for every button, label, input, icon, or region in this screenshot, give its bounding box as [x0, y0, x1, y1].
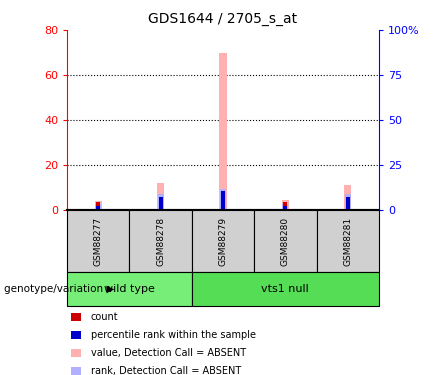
- Bar: [159, 202, 162, 210]
- Text: vts1 null: vts1 null: [262, 284, 309, 294]
- Title: GDS1644 / 2705_s_at: GDS1644 / 2705_s_at: [149, 12, 297, 26]
- Bar: [192, 210, 254, 272]
- Bar: [346, 196, 349, 210]
- Bar: [157, 183, 165, 210]
- Bar: [220, 189, 226, 210]
- Text: GSM88281: GSM88281: [343, 216, 352, 266]
- Bar: [344, 185, 352, 210]
- Bar: [282, 204, 288, 210]
- Text: GSM88277: GSM88277: [94, 216, 103, 266]
- Bar: [317, 210, 379, 272]
- Bar: [219, 53, 227, 210]
- Text: percentile rank within the sample: percentile rank within the sample: [91, 330, 256, 340]
- Bar: [159, 196, 162, 210]
- Bar: [254, 210, 317, 272]
- Bar: [158, 194, 164, 210]
- Text: genotype/variation ▶: genotype/variation ▶: [4, 284, 115, 294]
- Bar: [221, 202, 225, 210]
- Bar: [281, 200, 289, 210]
- Bar: [67, 272, 192, 306]
- Text: value, Detection Call = ABSENT: value, Detection Call = ABSENT: [91, 348, 246, 358]
- Bar: [97, 206, 100, 210]
- Bar: [129, 210, 192, 272]
- Text: rank, Detection Call = ABSENT: rank, Detection Call = ABSENT: [91, 366, 241, 375]
- Text: GSM88280: GSM88280: [281, 216, 290, 266]
- Bar: [95, 204, 101, 210]
- Bar: [284, 202, 287, 210]
- Bar: [94, 201, 102, 210]
- Bar: [97, 202, 100, 210]
- Bar: [346, 202, 349, 210]
- Bar: [345, 194, 351, 210]
- Text: wild type: wild type: [104, 284, 155, 294]
- Bar: [67, 210, 129, 272]
- Text: GSM88278: GSM88278: [156, 216, 165, 266]
- Bar: [284, 206, 287, 210]
- Text: GSM88279: GSM88279: [219, 216, 227, 266]
- Bar: [221, 191, 225, 210]
- Text: count: count: [91, 312, 119, 322]
- Bar: [192, 272, 379, 306]
